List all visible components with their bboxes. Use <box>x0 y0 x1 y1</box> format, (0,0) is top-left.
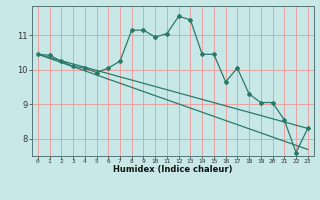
X-axis label: Humidex (Indice chaleur): Humidex (Indice chaleur) <box>113 165 233 174</box>
